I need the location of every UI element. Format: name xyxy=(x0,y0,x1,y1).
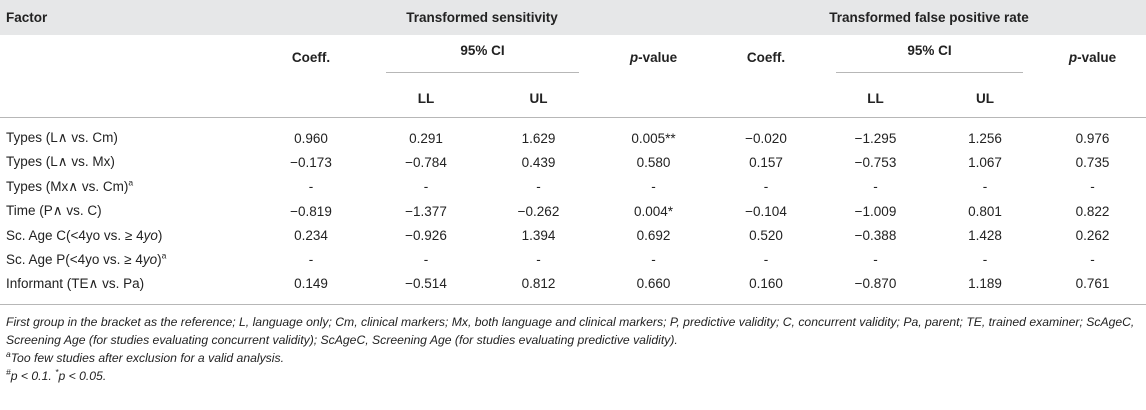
value-cell: - xyxy=(763,252,769,268)
subheader-row: Coeff. 95% CI p-value Coeff. 95% CI p-va… xyxy=(0,35,1146,80)
value-cell: 1.428 xyxy=(968,227,1002,243)
sens-coeff-header: Coeff. xyxy=(291,50,331,65)
footnote-significance: #p < 0.1. *p < 0.05. xyxy=(6,367,107,384)
value-cell: 0.735 xyxy=(1075,154,1110,170)
value-cell: - xyxy=(873,252,878,268)
value-cell: 0.149 xyxy=(294,276,328,292)
value-cell: - xyxy=(651,179,656,195)
value-cell: 0.439 xyxy=(521,154,556,170)
value-cell: −0.514 xyxy=(405,276,447,292)
value-cell: 0.262 xyxy=(1075,227,1110,243)
value-cell: −0.870 xyxy=(854,276,897,292)
value-cell: 0.976 xyxy=(1075,130,1110,146)
value-cell: 1.394 xyxy=(521,227,556,243)
value-cell: −0.262 xyxy=(517,203,560,219)
ci-bounds-row: LL UL LL UL xyxy=(0,80,1146,118)
value-cell: 0.580 xyxy=(636,154,671,170)
value-cell: −0.819 xyxy=(290,203,332,219)
value-cell: 0.157 xyxy=(749,154,783,170)
value-cell: - xyxy=(423,252,429,268)
value-cell: 0.801 xyxy=(968,203,1002,219)
factor-cell: Types (L∧ vs. Mx) xyxy=(6,154,115,170)
table-row: Sc. Age C(<4yo vs. ≥ 4yo) 0.234 −0.926 1.39… xyxy=(0,223,1146,247)
value-cell: - xyxy=(982,179,988,195)
factor-header: Factor xyxy=(0,0,252,35)
value-cell: 0.692 xyxy=(636,227,671,243)
value-cell: −0.104 xyxy=(745,203,787,219)
factor-cell: Informant (TE∧ vs. Pa) xyxy=(6,275,145,291)
table-row: Informant (TE∧ vs. Pa) 0.149 −0.514 0.812 0.… xyxy=(0,272,1146,296)
sens-ci-header: 95% CI xyxy=(370,35,595,80)
value-cell: - xyxy=(873,179,878,195)
sensitivity-group-header: Transformed sensitivity xyxy=(252,0,712,35)
value-cell: 0.005** xyxy=(631,130,676,146)
value-cell: - xyxy=(308,179,314,195)
sens-ci-label: 95% CI xyxy=(386,43,579,73)
sens-ul-header: UL xyxy=(529,91,548,106)
factor-cell: Types (Mx∧ vs. Cm)a xyxy=(6,177,134,194)
sens-ll-header: LL xyxy=(417,91,435,106)
value-cell: 0.822 xyxy=(1075,203,1110,219)
fpr-ci-label: 95% CI xyxy=(836,43,1023,73)
value-cell: −0.173 xyxy=(290,154,332,170)
value-cell: −0.020 xyxy=(745,130,787,146)
fpr-ci-header: 95% CI xyxy=(820,35,1039,80)
value-cell: - xyxy=(982,252,988,268)
footnote-abbreviations: First group in the bracket as the refere… xyxy=(6,315,1135,348)
value-cell: 0.234 xyxy=(294,227,328,243)
fpr-pvalue-header: p-value xyxy=(1068,50,1117,65)
header-row: Factor Transformed sensitivity Transform… xyxy=(0,0,1146,35)
value-cell: 0.761 xyxy=(1075,276,1110,292)
value-cell: −1.377 xyxy=(405,203,447,219)
table-row: Types (L∧ vs. Cm) 0.960 0.291 1.629 0.005** −… xyxy=(0,118,1146,150)
value-cell: - xyxy=(1090,252,1095,268)
factor-cell: Types (L∧ vs. Cm) xyxy=(6,130,118,146)
footnote-a: aToo few studies after exclusion for a v… xyxy=(6,349,284,366)
value-cell: 1.067 xyxy=(968,154,1002,170)
value-cell: - xyxy=(763,179,769,195)
value-cell: - xyxy=(536,252,541,268)
value-cell: - xyxy=(651,252,656,268)
fpr-ll-header: LL xyxy=(867,91,884,106)
fpr-group-header: Transformed false positive rate xyxy=(712,0,1146,35)
results-table: Factor Transformed sensitivity Transform… xyxy=(0,0,1146,306)
value-cell: −1.295 xyxy=(854,130,897,146)
value-cell: 0.291 xyxy=(409,130,443,146)
value-cell: - xyxy=(1090,179,1095,195)
value-cell: 1.629 xyxy=(521,130,556,146)
fpr-ul-header: UL xyxy=(976,91,994,106)
value-cell: 0.160 xyxy=(749,276,783,292)
factor-cell: Sc. Age C(<4yo vs. ≥ 4yo) xyxy=(6,227,163,243)
value-cell: −1.009 xyxy=(854,203,897,219)
value-cell: 0.812 xyxy=(521,276,556,292)
value-cell: 0.004* xyxy=(633,203,674,219)
factor-cell: Sc. Age P(<4yo vs. ≥ 4yo)a xyxy=(6,250,167,268)
value-cell: −0.784 xyxy=(405,154,447,170)
value-cell: 1.256 xyxy=(968,130,1002,146)
value-cell: −0.926 xyxy=(405,227,447,243)
value-cell: - xyxy=(423,179,429,195)
value-cell: - xyxy=(536,179,541,195)
value-cell: 0.960 xyxy=(294,130,328,146)
factor-cell: Time (P∧ vs. C) xyxy=(6,203,102,219)
table-row: Types (L∧ vs. Mx) −0.173 −0.784 0.439 0.580 0… xyxy=(0,150,1146,174)
table-body: Types (L∧ vs. Cm) 0.960 0.291 1.629 0.005** −… xyxy=(0,118,1146,296)
table-row: Types (Mx∧ vs. Cm)a - - - - - - - - xyxy=(0,175,1146,199)
value-cell: 0.520 xyxy=(749,227,783,243)
sens-pvalue-header: p-value xyxy=(629,50,678,65)
value-cell: −0.388 xyxy=(854,227,897,243)
results-table-container: Factor Transformed sensitivity Transform… xyxy=(0,0,1146,385)
value-cell: - xyxy=(308,252,314,268)
table-row: Time (P∧ vs. C) −0.819 −1.377 −0.262 0.004* −… xyxy=(0,199,1146,223)
table-row: Sc. Age P(<4yo vs. ≥ 4yo)a - - - - - - - - xyxy=(0,247,1146,271)
value-cell: 0.660 xyxy=(636,276,671,292)
value-cell: 1.189 xyxy=(968,276,1002,292)
value-cell: −0.753 xyxy=(854,154,897,170)
fpr-coeff-header: Coeff. xyxy=(746,50,786,65)
table-footnotes: First group in the bracket as the refere… xyxy=(0,305,1146,385)
